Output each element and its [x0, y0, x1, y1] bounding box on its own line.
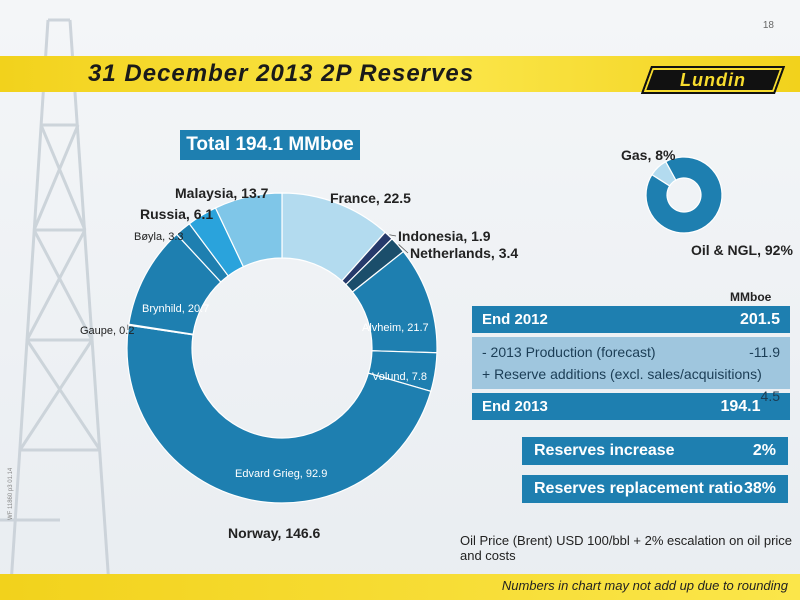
label-netherlands-3-4: Netherlands, 3.4: [410, 245, 518, 261]
reserves-table: End 2012 201.5 - 2013 Production (foreca…: [472, 306, 790, 420]
footer-bar: [0, 574, 800, 600]
slice-edvard-grieg-92-9: [126, 324, 432, 504]
end-2013-label: End 2013: [482, 398, 548, 415]
label-edvard-grieg-92-9: Edvard Grieg, 92.9: [235, 468, 327, 480]
label-gas-8: Gas, 8%: [621, 147, 676, 163]
replacement-ratio-value: 38%: [743, 480, 776, 497]
replacement-ratio-label: Reserves replacement ratio: [534, 480, 743, 497]
production-value: -11.9: [749, 344, 780, 360]
movement-rows: - 2013 Production (forecast) -11.9 + Res…: [472, 337, 790, 404]
main-donut-chart: [126, 192, 438, 504]
label-alvheim-21-7: Alvheim, 21.7: [362, 322, 429, 334]
label-volund-7-8: Volund, 7.8: [372, 371, 427, 383]
oil-price-note: Oil Price (Brent) USD 100/bbl + 2% escal…: [460, 533, 793, 563]
production-row: - 2013 Production (forecast) -11.9: [482, 341, 780, 363]
label-oil-ngl-92: Oil & NGL, 92%: [691, 242, 793, 258]
additions-row: + Reserve additions (excl. sales/acquisi…: [482, 363, 780, 404]
unit-label: MMboe: [730, 290, 772, 304]
label-b-yla-3-3: Bøyla, 3.3: [134, 231, 184, 243]
label-brynhild-20-7: Brynhild, 20.7: [142, 303, 209, 315]
total-reserves-box: Total 194.1 MMboe: [180, 130, 360, 160]
gas-oil-donut-chart: [645, 156, 723, 234]
page-title: 31 December 2013 2P Reserves: [88, 60, 475, 87]
rounding-note: Numbers in chart may not add up due to r…: [501, 578, 788, 593]
leader-line-indonesia-1-9: [389, 234, 397, 237]
label-france-22-5: France, 22.5: [330, 190, 411, 206]
leader-line-netherlands-3-4: [398, 244, 409, 254]
end-2012-value: 201.5: [739, 311, 780, 328]
label-malaysia-13-7: Malaysia, 13.7: [175, 185, 269, 201]
additions-label: + Reserve additions (excl. sales/acquisi…: [482, 366, 762, 382]
document-id: WF 11860 p3 01.14: [8, 467, 14, 520]
end-2013-value: 194.1: [720, 398, 761, 415]
label-norway-total: Norway, 146.6: [228, 525, 321, 541]
end-2012-label: End 2012: [482, 311, 548, 328]
reserves-increase-value: 2%: [752, 442, 776, 459]
page-number: 18: [762, 20, 774, 31]
reserves-increase-box: Reserves increase 2%: [522, 437, 788, 465]
slice-gas-8: [651, 160, 677, 187]
production-label: - 2013 Production (forecast): [482, 344, 656, 360]
reserves-increase-label: Reserves increase: [534, 442, 675, 459]
slice-oil-ngl-92: [645, 156, 723, 234]
label-russia-6-1: Russia, 6.1: [140, 206, 213, 222]
end-2013-row: End 2013 194.1: [472, 393, 790, 420]
additions-value: 4.5: [760, 388, 780, 404]
label-indonesia-1-9: Indonesia, 1.9: [398, 228, 491, 244]
end-2012-row: End 2012 201.5: [472, 306, 790, 333]
gas-oil-donut-labels: Oil & NGL, 92% Gas, 8%: [621, 147, 793, 258]
oil-rig-silhouette: [0, 18, 112, 600]
replacement-ratio-box: Reserves replacement ratio 38%: [522, 475, 788, 503]
label-gaupe-0-2: Gaupe, 0.2: [80, 325, 134, 337]
slice-malaysia-13-7: [214, 192, 283, 268]
